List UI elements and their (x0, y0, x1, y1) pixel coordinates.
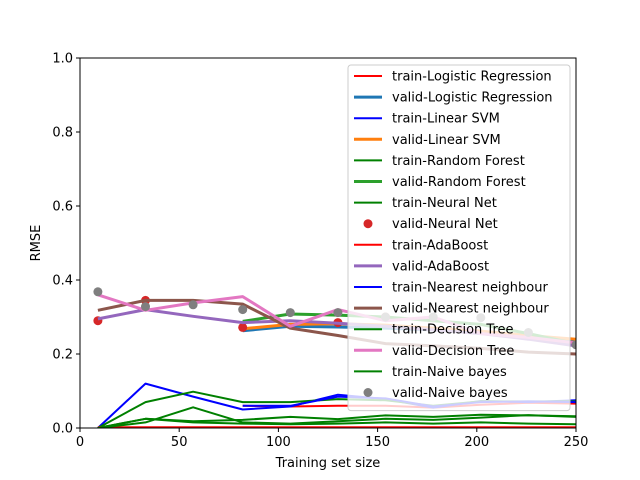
legend-box (347, 64, 571, 412)
legend-label: train-Naive bayes (392, 365, 507, 380)
legend-label: valid-Naive bayes (392, 386, 508, 401)
series-point-valid-neural-net (238, 322, 248, 332)
legend-label: valid-Logistic Regression (392, 91, 553, 106)
legend-label: train-Linear SVM (392, 112, 500, 127)
series-point-valid-naive-bayes (141, 302, 150, 312)
legend-label: valid-Nearest neighbour (392, 302, 549, 317)
x-tick-label: 200 (464, 435, 489, 450)
legend-label: valid-Decision Tree (392, 344, 514, 359)
legend-label: train-Logistic Regression (392, 70, 552, 85)
legend-label: train-Decision Tree (392, 323, 514, 338)
x-tick-label: 100 (266, 435, 291, 450)
series-point-valid-naive-bayes (285, 308, 295, 318)
legend-label: valid-Linear SVM (392, 133, 501, 148)
series-point-valid-naive-bayes (333, 308, 343, 318)
plot-frame (79, 57, 577, 429)
y-tick-label: 0.2 (52, 348, 73, 363)
y-tick-label: 0.8 (52, 126, 73, 141)
y-tick-label: 0.4 (52, 274, 73, 289)
y-axis-label: RMSE (29, 225, 44, 262)
legend: train-Logistic Regression valid-Logistic … (347, 64, 571, 412)
legend-label: train-Nearest neighbour (392, 281, 548, 296)
series-point-valid-naive-bayes (571, 340, 576, 350)
legend-label: train-AdaBoost (392, 238, 488, 253)
y-tick-label: 1.0 (52, 52, 73, 67)
series-point-valid-naive-bayes (238, 305, 248, 315)
legend-label: train-Random Forest (392, 154, 525, 169)
series-line-train-naive-bayes (97, 417, 576, 428)
legend-label: valid-AdaBoost (392, 259, 489, 274)
x-tick-label: 50 (171, 435, 188, 450)
legend-label: valid-Neural Net (392, 217, 498, 232)
x-tick-label: 0 (76, 435, 84, 450)
legend-swatch (363, 388, 373, 397)
legend-label: valid-Random Forest (392, 175, 526, 190)
x-tick-label: 250 (564, 435, 589, 450)
y-tick-label: 0.0 (52, 422, 73, 437)
x-axis: 0 50 100 150 200 250 (76, 428, 589, 450)
x-tick-label: 150 (365, 435, 390, 450)
series-point-valid-naive-bayes (93, 287, 103, 297)
y-tick-label: 0.6 (52, 200, 73, 215)
series-line-train-decision-tree (97, 406, 576, 428)
x-axis-label: Training set size (275, 456, 381, 471)
y-axis: 0.0 0.2 0.4 0.6 0.8 1.0 (52, 52, 80, 437)
series-point-valid-naive-bayes (188, 300, 198, 310)
legend-swatch (363, 219, 373, 229)
legend-label: train-Neural Net (392, 196, 497, 211)
